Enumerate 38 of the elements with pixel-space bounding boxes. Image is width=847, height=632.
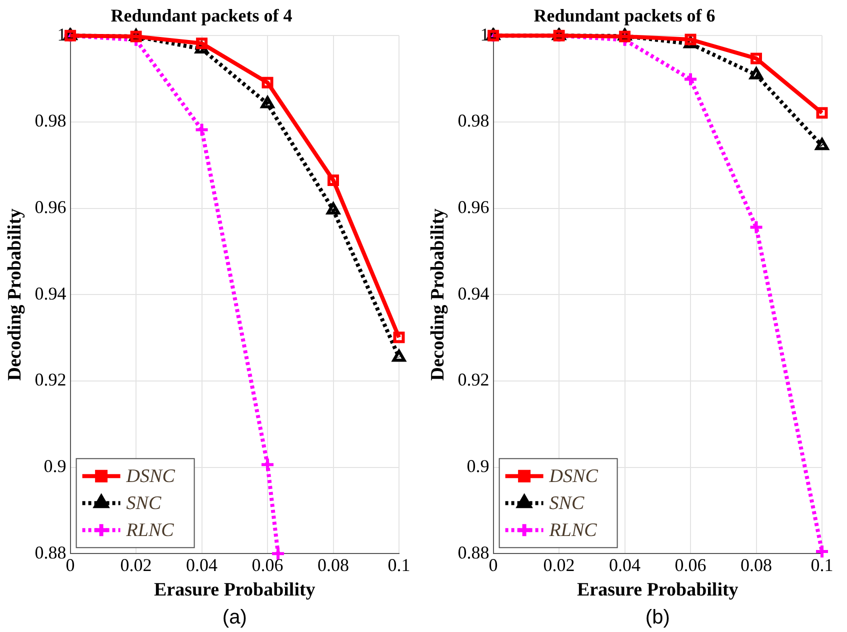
x-tick-label: 0	[66, 555, 75, 576]
x-tick-label: 0.08	[740, 555, 772, 576]
x-tick-label: 0.1	[388, 555, 410, 576]
x-tick-label: 0.02	[120, 555, 152, 576]
x-tick-label: 0.04	[609, 555, 641, 576]
text: (a)	[222, 606, 247, 629]
x-tick-label: 0.1	[810, 555, 834, 576]
x-tick-label: 0.04	[186, 555, 218, 576]
y-axis-title: Decoding Probability	[427, 208, 448, 381]
x-tick-label: 0.06	[674, 555, 706, 576]
y-axis-title: Decoding Probability	[4, 208, 26, 381]
y-tick-label: 0.96	[34, 197, 66, 217]
x-tick-label: 0.02	[543, 555, 575, 576]
y-tick-label: 0.92	[458, 370, 490, 390]
x-tick-label: 0.08	[318, 555, 350, 576]
y-tick-label: 0.96	[458, 197, 490, 217]
x-tick-label: 0	[488, 555, 498, 576]
legend-label: SNC	[549, 493, 584, 514]
x-axis-title: Erasure Probability	[154, 580, 316, 601]
y-tick-label: 0.98	[34, 110, 66, 131]
legend-label: DSNC	[548, 466, 598, 488]
chart-title: Redundant packets of 4	[110, 5, 292, 26]
x-tick-label: 0.06	[252, 555, 284, 576]
legend-label: DSNC	[125, 466, 176, 488]
y-tick-label: 0.9	[466, 456, 490, 476]
y-tick-label: 0.94	[34, 283, 66, 304]
y-tick-label: 0.88	[458, 542, 490, 562]
y-tick-label: 0.94	[458, 283, 490, 304]
x-axis-title: Erasure Probability	[576, 580, 739, 601]
chart-title: Redundant packets of 6	[534, 5, 716, 26]
y-tick-label: 0.9	[44, 456, 66, 476]
legend-label: RLNC	[125, 520, 174, 542]
legend-label: RLNC	[548, 520, 598, 542]
text: (b)	[645, 606, 670, 629]
y-tick-label: 0.92	[34, 370, 66, 390]
legend-label: SNC	[126, 493, 162, 514]
y-tick-label: 0.98	[458, 110, 490, 131]
y-tick-label: 0.88	[34, 542, 66, 562]
